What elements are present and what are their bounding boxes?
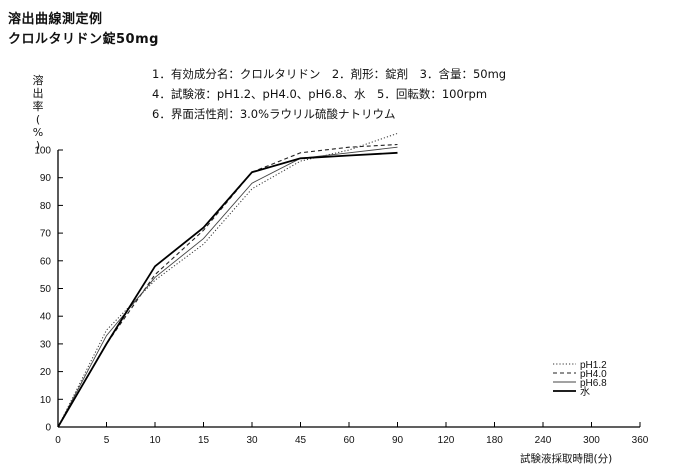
y-tick-label: 70: [40, 229, 52, 240]
y-tick-label: 0: [45, 423, 51, 434]
y-tick-label: 40: [40, 312, 52, 323]
condition-line-1: 1．有効成分名：クロルタリドン 2．剤形：錠剤 3．含量：50mg: [152, 67, 507, 81]
series-line-1: [57, 143, 398, 428]
condition-line-2: 4．試験液：pH1.2、pH4.0、pH6.8、水 5．回転数：100rpm: [152, 87, 488, 101]
chart-subtitle: クロルタリドン錠50mg: [8, 32, 159, 47]
y-tick-label: 20: [40, 367, 52, 378]
chart-title: 溶出曲線測定例: [8, 12, 103, 27]
y-tick-label: 60: [40, 256, 52, 267]
x-tick-label: 45: [295, 435, 307, 446]
y-tick-label: 10: [40, 395, 52, 406]
y-tick-label: 50: [40, 284, 52, 295]
x-tick-label: 360: [632, 435, 649, 446]
y-tick-label: 90: [40, 173, 52, 184]
x-tick-label: 60: [343, 435, 355, 446]
x-tick-label: 30: [246, 435, 258, 446]
y-axis-label: 溶出率(%): [33, 73, 44, 152]
legend-label-1: pH4.0: [580, 369, 607, 380]
series-line-3: [57, 151, 398, 428]
x-tick-label: 10: [149, 435, 161, 446]
x-tick-label: 0: [55, 435, 61, 446]
condition-line-3: 6．界面活性剤：3.0%ラウリル硫酸ナトリウム: [152, 107, 396, 121]
y-tick-label: 30: [40, 339, 52, 350]
x-tick-label: 90: [392, 435, 404, 446]
x-axis-label: 試験液採取時間(分): [520, 452, 612, 465]
y-tick-label: 100: [34, 146, 51, 157]
x-tick-label: 5: [104, 435, 110, 446]
legend-label-2: pH6.8: [580, 378, 607, 389]
x-tick-label: 15: [198, 435, 210, 446]
x-tick-label: 240: [535, 435, 552, 446]
x-tick-label: 120: [438, 435, 455, 446]
x-tick-label: 180: [486, 435, 503, 446]
legend-label-3: 水: [580, 386, 590, 398]
legend-label-0: pH1.2: [580, 360, 607, 371]
series-line-0: [57, 132, 398, 428]
series-line-2: [57, 146, 398, 428]
y-tick-label: 80: [40, 201, 52, 212]
x-tick-label: 300: [583, 435, 600, 446]
